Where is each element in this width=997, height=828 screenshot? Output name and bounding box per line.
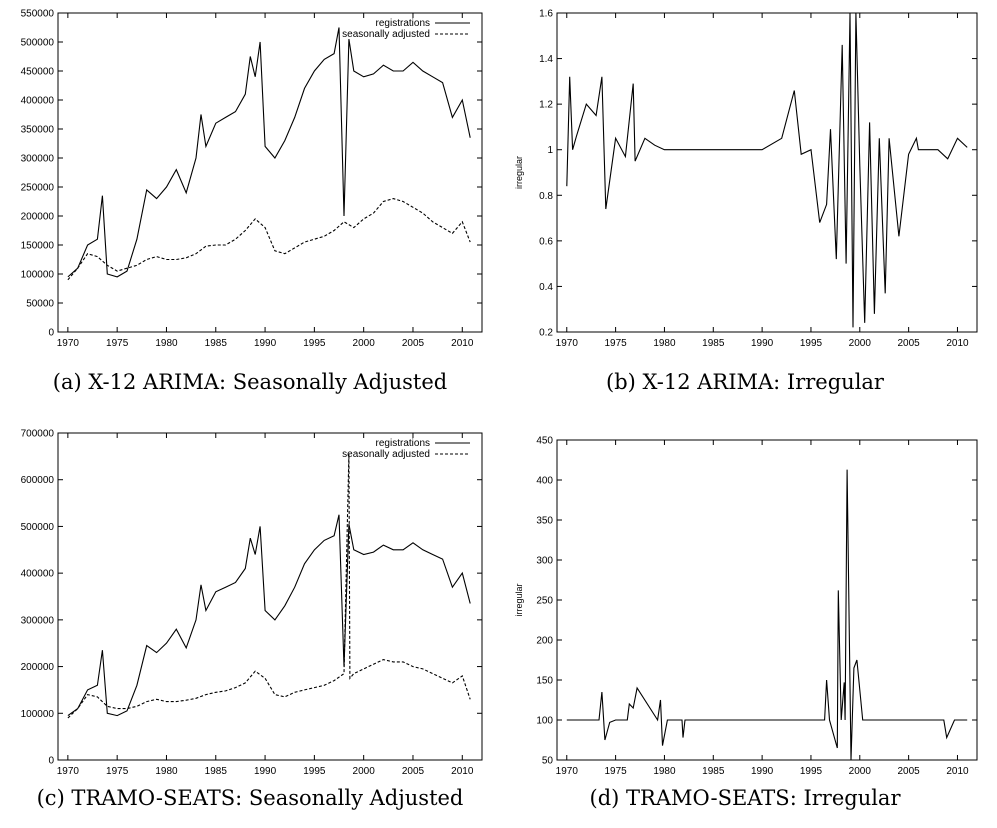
plot-frame [556,12,978,333]
y-tick-label: 0 [48,756,54,767]
x-tick-label: 2000 [353,766,376,777]
y-tick-label: 100000 [21,270,55,281]
x-tick-label: 1995 [303,338,326,349]
x-tick-label: 2000 [849,338,872,349]
y-axis-label: irregular [514,156,524,189]
y-tick-label: 0 [48,328,54,339]
x-tick-label: 2005 [898,766,921,777]
x-tick-label: 1970 [57,338,80,349]
y-tick-label: 500000 [21,38,55,49]
x-tick-label: 2005 [898,338,921,349]
y-tick-label: 1.2 [539,100,553,111]
y-tick-label: 700000 [21,429,55,440]
y-tick-label: 100000 [21,709,55,720]
y-tick-label: 250 [536,596,553,607]
y-tick-label: 300000 [21,615,55,626]
legend-label: seasonally adjusted [342,29,430,40]
series-line-seasonally-adjusted [67,453,471,719]
y-tick-label: 300000 [21,154,55,165]
x-tick-label: 1985 [205,766,228,777]
x-tick-label: 1970 [57,766,80,777]
y-tick-label: 350 [536,516,553,527]
x-tick-label: 2005 [402,338,425,349]
x-tick-label: 1975 [604,338,627,349]
y-tick-label: 0.6 [539,236,553,247]
plot-frame [57,12,483,333]
x-tick-label: 2010 [946,338,969,349]
x-tick-label: 1990 [254,766,277,777]
y-tick-label: 150 [536,676,553,687]
x-tick-label: 2005 [402,766,425,777]
x-tick-label: 1980 [155,338,178,349]
x-tick-label: 2010 [451,338,474,349]
x-tick-label: 1995 [800,338,823,349]
x-tick-label: 1995 [303,766,326,777]
y-tick-label: 350000 [21,125,55,136]
x-tick-label: 1985 [702,338,725,349]
x-tick-label: 1985 [205,338,228,349]
legend-label: registrations [376,18,430,29]
plot-frame [57,432,483,761]
series-line-irregular [566,13,968,328]
x-tick-label: 1975 [106,338,129,349]
series-line-registrations [67,27,471,278]
x-tick-label: 2010 [451,766,474,777]
x-tick-label: 1980 [653,766,676,777]
x-tick-label: 1975 [106,766,129,777]
y-tick-label: 450 [536,436,553,447]
x-tick-label: 1970 [556,338,579,349]
caption-a: (a) X-12 ARIMA: Seasonally Adjusted [52,370,448,394]
y-tick-label: 200 [536,636,553,647]
y-tick-label: 0.4 [539,282,553,293]
legend-label: seasonally adjusted [342,449,430,460]
x-tick-label: 2000 [849,766,872,777]
caption-d: (d) TRAMO-SEATS: Irregular [589,786,901,810]
x-tick-label: 2010 [946,766,969,777]
y-tick-label: 200000 [21,662,55,673]
chart-c: 0 100000 200000 300000 400000 500000 600000 700… [21,429,483,777]
x-tick-label: 1990 [751,766,774,777]
y-tick-label: 550000 [21,9,55,20]
y-tick-label: 300 [536,556,553,567]
caption-b: (b) X-12 ARIMA: Irregular [606,370,884,394]
y-tick-label: 1.4 [539,54,553,65]
y-tick-label: 500000 [21,522,55,533]
y-tick-label: 250000 [21,183,55,194]
chart-a: 0 50000 100000 150000 200000 250000 300000 3500… [21,9,483,349]
series-line-registrations [67,514,471,717]
y-tick-label: 450000 [21,67,55,78]
y-tick-label: 0.2 [539,328,553,339]
y-tick-label: 100 [536,716,553,727]
plot-frame [556,439,978,761]
series-line-seasonally-adjusted [67,198,471,281]
y-axis-label: irregular [514,583,524,616]
x-tick-label: 1980 [155,766,178,777]
y-tick-label: 400000 [21,96,55,107]
x-tick-label: 1995 [800,766,823,777]
y-tick-label: 50 [542,756,554,767]
y-tick-label: 200000 [21,212,55,223]
x-tick-label: 2000 [353,338,376,349]
x-tick-label: 1980 [653,338,676,349]
y-tick-label: 400 [536,476,553,487]
y-tick-label: 50000 [26,299,54,310]
x-tick-label: 1975 [604,766,627,777]
x-tick-label: 1970 [556,766,579,777]
chart-d: 50 100 150 200 250 300 350 400 450 1970 1975 1980 19… [514,436,978,777]
y-tick-label: 150000 [21,241,55,252]
legend-label: registrations [376,438,430,449]
x-tick-label: 1990 [254,338,277,349]
x-tick-label: 1985 [702,766,725,777]
chart-b: 0.2 0.4 0.6 0.8 1 1.2 1.4 1.6 1970 1975 1980 1985 19… [514,9,978,349]
y-tick-label: 0.8 [539,191,553,202]
y-tick-label: 600000 [21,475,55,486]
y-tick-label: 400000 [21,569,55,580]
series-line-irregular [566,469,968,760]
y-tick-label: 1 [547,145,553,156]
caption-c: (c) TRAMO-SEATS: Seasonally Adjusted [36,786,464,810]
y-tick-label: 1.6 [539,9,553,20]
x-tick-label: 1990 [751,338,774,349]
